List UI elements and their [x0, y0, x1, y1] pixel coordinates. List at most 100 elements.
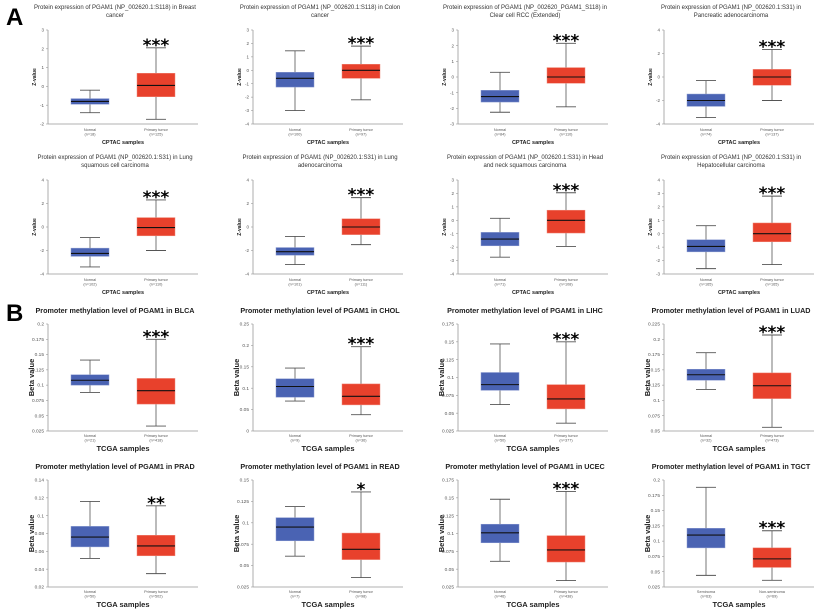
boxplot-panel: Protein expression of PGAM1 (NP_002620.1…	[0, 150, 205, 300]
y-tick-label: 0.1	[242, 520, 249, 526]
y-tick-label: 0.175	[442, 478, 454, 484]
y-tick-label: 2	[451, 191, 454, 196]
y-tick-label: 0.075	[648, 413, 660, 419]
boxplot-panel: Protein expression of PGAM1 (NP_002620.1…	[616, 0, 821, 150]
y-tick-label: 0.2	[653, 478, 660, 484]
x-axis-label: CPTAC samples	[102, 290, 144, 296]
sample-count-label: (n=36)	[355, 439, 367, 443]
y-tick-label: 0.025	[442, 585, 454, 591]
y-axis-label: Z-value	[442, 68, 448, 86]
y-tick-label: 2	[41, 46, 44, 51]
y-tick-label: -4	[245, 122, 249, 127]
sample-count-label: (n=111)	[355, 283, 368, 287]
x-axis-label: TCGA samples	[712, 600, 765, 609]
sample-count-label: (n=18)	[84, 133, 96, 137]
panel-a-letter: A	[6, 4, 24, 31]
y-tick-label: 2	[451, 43, 454, 48]
sample-count-label: (n=50)	[84, 595, 96, 599]
box-iqr	[275, 378, 315, 398]
box-tumor	[136, 338, 176, 427]
boxplot-panel: Protein expression of PGAM1 (NP_002620.1…	[205, 0, 410, 150]
y-tick-label: 4	[246, 178, 249, 183]
y-tick-label: 0.05	[445, 567, 455, 573]
boxplot-panel: Promoter methylation level of PGAM1 in C…	[205, 300, 410, 456]
y-tick-label: -1	[450, 90, 454, 95]
y-tick-label: 0.2	[242, 343, 249, 349]
x-axis-label: CPTAC samples	[512, 140, 554, 146]
significance-stars: ***	[348, 186, 375, 206]
y-tick-label: -3	[245, 108, 249, 113]
y-tick-label: -1	[245, 81, 249, 86]
box-normal	[70, 237, 110, 268]
y-tick-label: 0.14	[35, 478, 45, 484]
sample-count-label: (n=502)	[149, 595, 163, 599]
box-normal	[70, 500, 110, 559]
box-normal	[480, 343, 520, 406]
box-iqr	[70, 247, 110, 257]
sample-count-label: (n=9)	[291, 439, 301, 443]
y-tick-label: -1	[40, 103, 44, 108]
x-axis-label: TCGA samples	[712, 444, 765, 453]
box-iqr	[275, 72, 315, 88]
box-iqr	[275, 517, 315, 542]
boxplot-panel: Promoter methylation level of PGAM1 in L…	[410, 300, 616, 456]
sample-count-label: (n=84)	[494, 133, 506, 137]
chart-title: Pancreatic adenocarcinoma	[694, 13, 769, 19]
box-iqr	[480, 372, 520, 391]
box-iqr	[341, 383, 381, 406]
y-tick-label: 0.1	[653, 398, 660, 404]
sample-count-label: (n=165)	[699, 283, 713, 287]
box-normal	[686, 80, 726, 118]
boxplot-chart: Protein expression of PGAM1 (NP_002620_P…	[442, 5, 608, 146]
x-tick-label: Normal	[84, 128, 96, 132]
sample-count-label: (n=125)	[149, 133, 163, 137]
chart-title: Promoter methylation level of PGAM1 in C…	[240, 306, 400, 315]
sample-count-label: (n=100)	[288, 133, 302, 137]
chart-title: Protein expression of PGAM1 (NP_002620.1…	[242, 155, 397, 161]
y-axis-label: Beta value	[437, 359, 446, 397]
y-tick-label: -2	[450, 106, 454, 111]
y-tick-label: -2	[245, 248, 249, 253]
y-tick-label: 4	[41, 178, 44, 183]
sample-count-label: (n=46)	[494, 595, 506, 599]
box-tumor	[752, 195, 792, 266]
y-tick-label: 2	[246, 201, 249, 206]
y-tick-label: -2	[245, 95, 249, 100]
y-tick-label: -3	[450, 258, 454, 263]
y-tick-label: 0.1	[37, 383, 44, 389]
y-axis-label: Z-value	[648, 218, 654, 236]
x-tick-label: Non-seminoma	[759, 590, 786, 594]
x-tick-label: Normal	[700, 434, 712, 438]
chart-title: Protein expression of PGAM1 (NP_002620.1…	[34, 5, 196, 11]
y-tick-label: 1	[451, 204, 454, 209]
y-axis-label: Beta value	[643, 515, 652, 553]
significance-stars: ***	[143, 188, 170, 208]
box-normal	[275, 235, 315, 266]
y-axis-label: Beta value	[27, 515, 36, 553]
x-axis-label: TCGA samples	[96, 444, 149, 453]
y-tick-label: 0.15	[651, 508, 661, 514]
box-iqr	[546, 384, 586, 410]
box-normal	[480, 498, 520, 562]
x-tick-label: Primary tumor	[554, 590, 579, 594]
y-tick-label: -4	[656, 122, 660, 127]
y-tick-label: 0.25	[240, 322, 250, 328]
box-tumor	[752, 334, 792, 428]
boxplot-panel: Protein expression of PGAM1 (NP_002620.1…	[410, 150, 616, 300]
y-tick-label: 0.025	[648, 585, 660, 591]
box-tumor	[752, 48, 792, 101]
x-tick-label: Normal	[289, 128, 301, 132]
y-tick-label: 1	[657, 218, 660, 223]
box-tumor	[546, 341, 586, 424]
significance-stars: ***	[143, 36, 170, 56]
boxplot-chart: Promoter methylation level of PGAM1 in B…	[27, 306, 198, 453]
x-tick-label: Primary tumor	[349, 278, 374, 282]
x-axis-label: CPTAC samples	[718, 290, 760, 296]
sample-count-label: (n=438)	[559, 595, 573, 599]
x-tick-label: Primary tumor	[144, 434, 169, 438]
x-tick-label: Normal	[84, 278, 96, 282]
sample-count-label: (n=50)	[494, 439, 506, 443]
significance-stars: ***	[348, 34, 375, 54]
chart-title: Protein expression of PGAM1 (NP_002620.1…	[661, 155, 801, 161]
